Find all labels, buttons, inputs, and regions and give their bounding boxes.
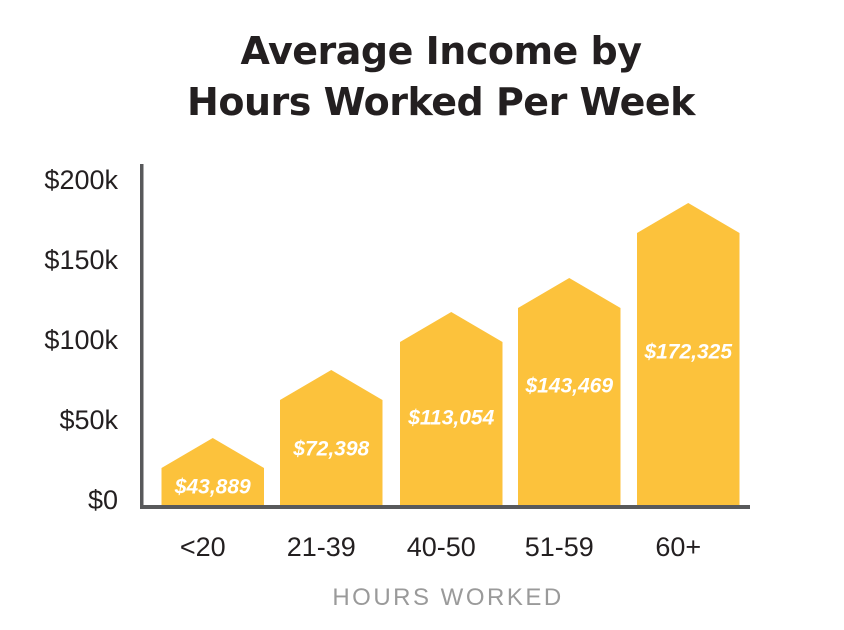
x-tick-label: 60+	[655, 532, 701, 562]
y-tick-label: $50k	[59, 405, 118, 435]
x-axis-title: HOURS WORKED	[332, 584, 563, 611]
bar-2	[280, 370, 383, 505]
x-tick-label: <20	[180, 532, 226, 562]
bars-group	[161, 203, 740, 505]
y-axis-line	[140, 164, 144, 509]
y-tick-label: $200k	[44, 165, 118, 195]
bar-5	[637, 203, 740, 505]
y-tick-label: $150k	[44, 245, 118, 275]
x-tick-label: 51-59	[525, 532, 594, 562]
chart-title-line-2: Hours Worked Per Week	[187, 80, 695, 124]
x-tick-label: 40-50	[407, 532, 476, 562]
bar-value-label: $113,054	[407, 407, 494, 430]
y-tick-label: $100k	[44, 325, 118, 355]
chart-title: Average Income by Hours Worked Per Week	[19, 26, 844, 128]
bar-3	[400, 312, 503, 505]
bar-value-label: $43,889	[174, 476, 251, 499]
bar-value-labels-group: $43,889 $72,398 $113,054 $143,469 $172,325	[174, 341, 733, 499]
bar-1	[161, 438, 264, 505]
bar-value-label: $143,469	[524, 375, 613, 398]
x-axis-category-labels: <20 21-39 40-50 51-59 60+	[180, 532, 701, 562]
bar-4	[518, 278, 621, 505]
chart-title-line-1: Average Income by	[240, 29, 642, 73]
bar-value-label: $172,325	[643, 341, 732, 364]
x-axis-line	[140, 505, 750, 509]
x-tick-label: 21-39	[287, 532, 356, 562]
y-tick-label: $0	[88, 485, 118, 515]
bar-value-label: $72,398	[292, 438, 369, 461]
y-axis-tick-labels: $0 $50k $100k $150k $200k	[44, 165, 118, 515]
